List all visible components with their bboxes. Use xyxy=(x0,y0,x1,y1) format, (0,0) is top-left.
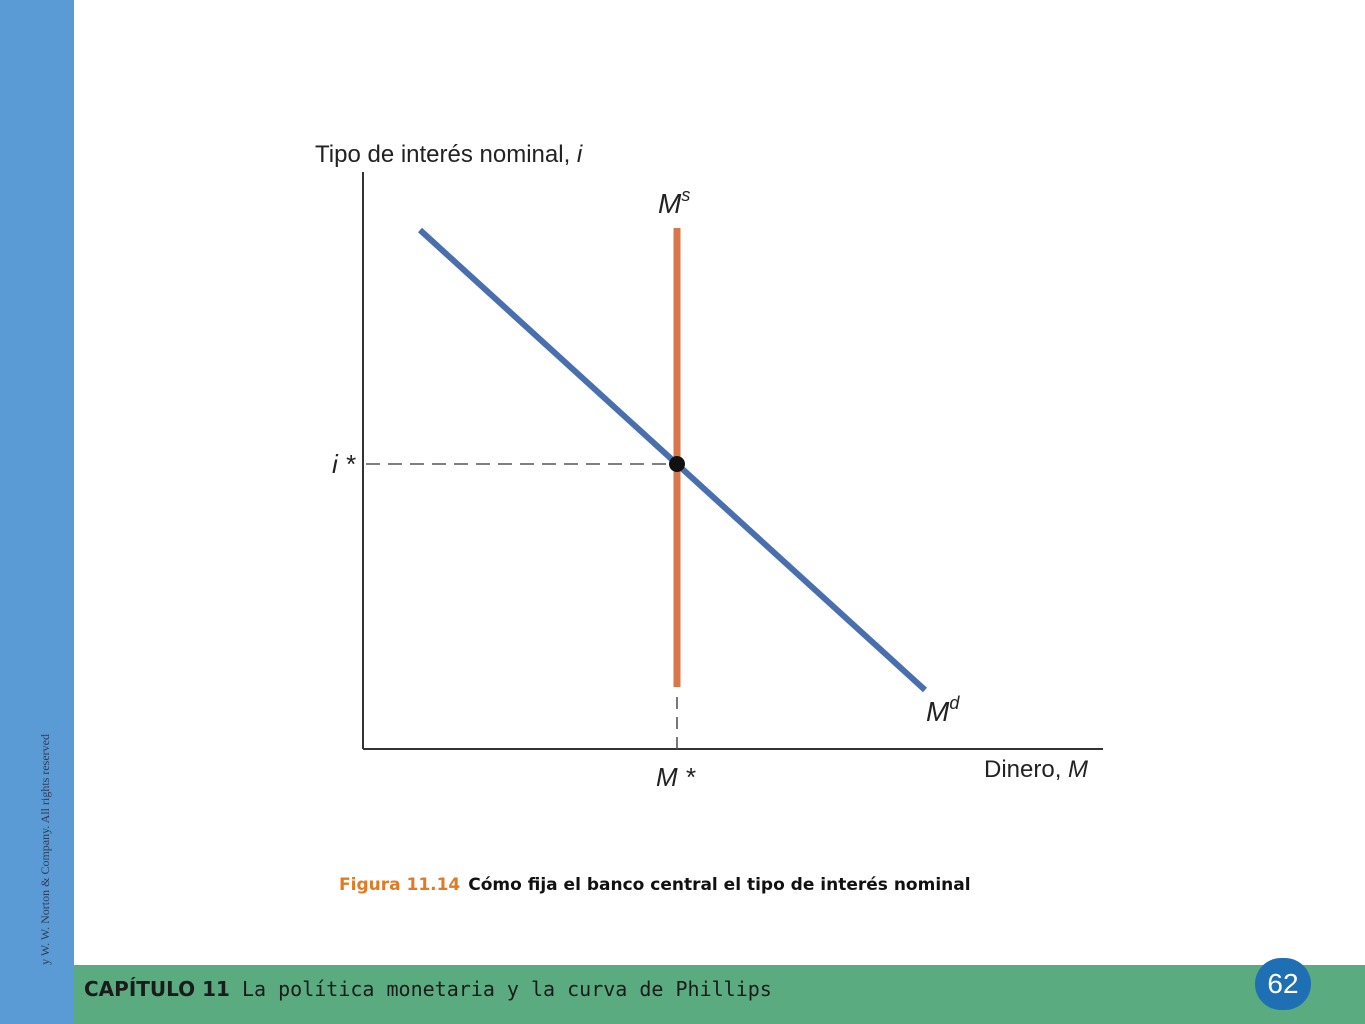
footer-bar xyxy=(0,965,1365,1024)
chapter-title: La política monetaria y la curva de Phil… xyxy=(229,977,772,1001)
footer-left-strip xyxy=(0,965,74,1024)
left-sidebar xyxy=(0,0,74,1024)
equilibrium-point xyxy=(669,456,685,472)
equilibrium-money-label: M * xyxy=(656,762,696,792)
chapter-heading: CAPÍTULO 11 La política monetaria y la c… xyxy=(84,977,772,1001)
figure-number: Figura 11.14 xyxy=(339,875,461,895)
money-demand-label: Md xyxy=(926,693,960,727)
x-axis-label: Dinero, M xyxy=(984,756,1088,783)
equilibrium-rate-label: i * xyxy=(332,449,356,479)
figure-title: Cómo fija el banco central el tipo de in… xyxy=(468,875,971,895)
money-supply-label: Ms xyxy=(658,185,690,219)
figure-caption: Figura 11.14 Cómo fija el banco central e… xyxy=(339,875,971,895)
y-axis-label: Tipo de interés nominal, i xyxy=(315,141,583,168)
chapter-number: CAPÍTULO 11 xyxy=(84,977,230,1001)
page-number-badge: 62 xyxy=(1255,958,1311,1010)
